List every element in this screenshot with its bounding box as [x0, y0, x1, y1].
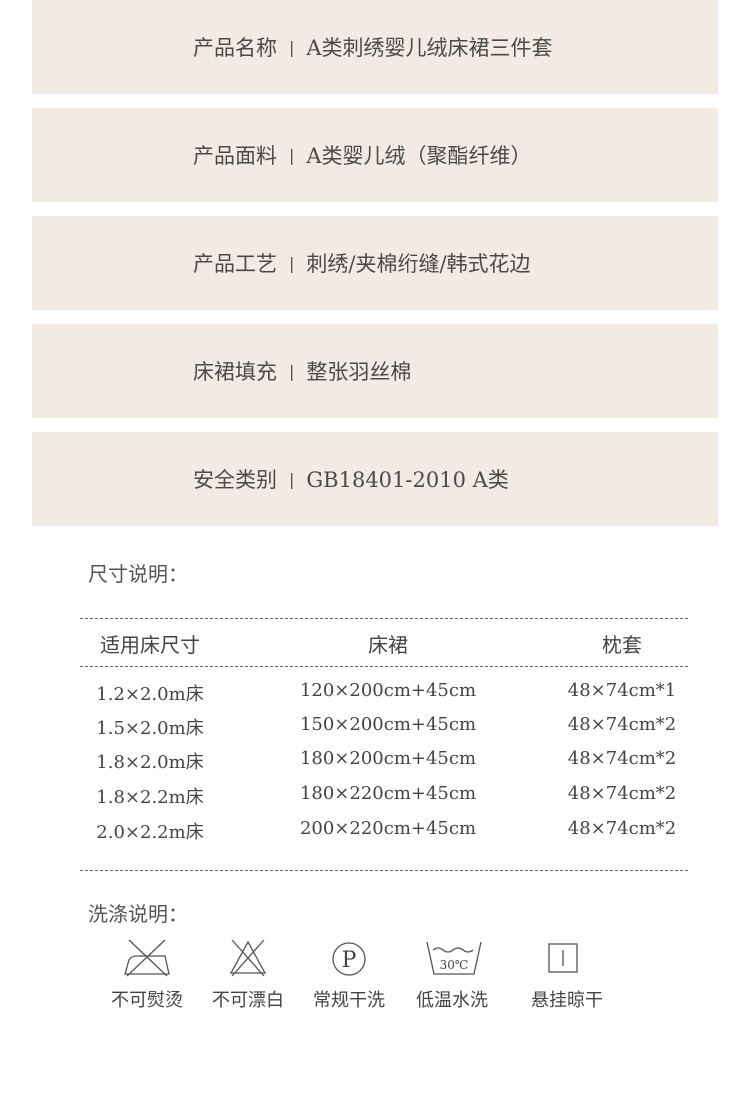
wash-label: 不可漂白: [212, 990, 284, 1011]
spec-row: 安全类别 | GB18401-2010 A类: [32, 432, 718, 526]
table-cell: 180×200cm+45cm: [299, 748, 477, 769]
table-cell: 1.5×2.0m床: [96, 718, 204, 739]
wash-label: 常规干洗: [313, 990, 385, 1011]
table-cell: 48×74cm*2: [567, 714, 677, 735]
spec-label: 产品工艺: [193, 252, 277, 276]
spec-value: A类刺绣婴儿绒床裙三件套: [306, 36, 553, 60]
table-header: 枕套: [602, 633, 642, 657]
wash-label: 不可熨烫: [111, 990, 183, 1011]
table-cell: 48×74cm*2: [567, 818, 677, 839]
separator: |: [289, 361, 295, 381]
svg-text:30℃: 30℃: [440, 958, 469, 972]
spec-value: 整张羽丝棉: [306, 360, 412, 384]
separator: |: [289, 37, 295, 57]
spec-label: 产品名称: [193, 36, 277, 60]
table-cell: 1.8×2.2m床: [96, 787, 204, 808]
table-cell: 48×74cm*2: [567, 748, 677, 769]
separator: |: [289, 145, 295, 165]
spec-label: 安全类别: [193, 468, 277, 492]
table-cell: 2.0×2.2m床: [96, 822, 204, 843]
separator: |: [289, 253, 295, 273]
table-cell: 1.2×2.0m床: [96, 684, 204, 705]
divider: [80, 666, 688, 667]
separator: |: [289, 469, 295, 489]
divider: [80, 618, 688, 619]
no-iron-icon: [121, 938, 173, 982]
spec-value: GB18401-2010 A类: [306, 468, 509, 492]
spec-row: 床裙填充 | 整张羽丝棉: [32, 324, 718, 418]
wash-label: 低温水洗: [416, 990, 488, 1011]
no-bleach-icon: [228, 938, 268, 982]
spec-row: 产品工艺 | 刺绣/夹棉绗缝/韩式花边: [32, 216, 718, 310]
spec-row: 产品面料 | A类婴儿绒（聚酯纤维）: [32, 108, 718, 202]
table-cell: 48×74cm*1: [567, 680, 677, 701]
table-cell: 1.8×2.0m床: [96, 752, 204, 773]
wash-label: 悬挂晾干: [531, 990, 603, 1011]
divider: [80, 870, 688, 871]
spec-label: 床裙填充: [193, 360, 277, 384]
table-cell: 120×200cm+45cm: [299, 680, 477, 701]
table-cell: 180×220cm+45cm: [299, 783, 477, 804]
wash-30-icon: 30℃: [425, 938, 483, 982]
table-header: 适用床尺寸: [100, 633, 200, 657]
spec-value: 刺绣/夹棉绗缝/韩式花边: [306, 252, 531, 276]
spec-row: 产品名称 | A类刺绣婴儿绒床裙三件套: [32, 0, 718, 94]
size-title: 尺寸说明：: [88, 562, 188, 586]
table-header: 床裙: [368, 633, 408, 657]
dry-clean-icon: P: [329, 938, 369, 982]
table-cell: 150×200cm+45cm: [299, 714, 477, 735]
spec-value: A类婴儿绒（聚酯纤维）: [306, 144, 532, 168]
hang-dry-icon: [546, 938, 580, 982]
table-cell: 200×220cm+45cm: [299, 818, 477, 839]
spec-label: 产品面料: [193, 144, 277, 168]
wash-title: 洗涤说明：: [88, 902, 188, 926]
svg-text:P: P: [342, 948, 357, 973]
table-cell: 48×74cm*2: [567, 783, 677, 804]
